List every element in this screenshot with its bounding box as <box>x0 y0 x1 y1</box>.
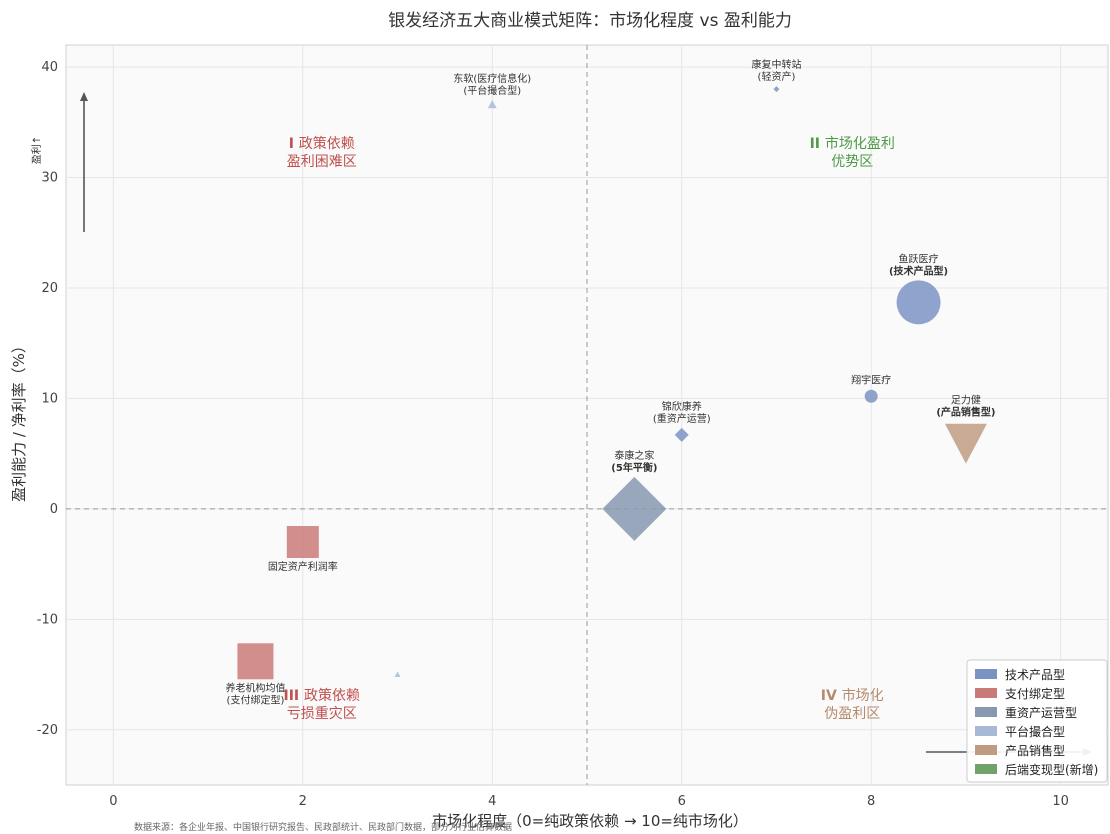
legend-entry: 重资产运营型 <box>1005 706 1077 720</box>
data-label: 固定资产利润率 <box>268 560 338 573</box>
data-label: 康复中转站 <box>751 58 801 71</box>
y-axis-label: 盈利能力 / 净利率（%） <box>10 338 28 502</box>
quadrant-title: III 政策依赖 <box>284 687 361 704</box>
data-point <box>944 423 987 464</box>
data-point <box>237 643 274 680</box>
data-label: 锦欣康养 <box>662 400 702 413</box>
data-label: (轻资产) <box>758 70 796 83</box>
data-point <box>864 389 878 403</box>
quadrant-subtitle: 伪盈利区 <box>824 706 880 722</box>
quadrant-subtitle: 盈利困难区 <box>287 154 357 170</box>
data-point <box>487 100 497 109</box>
y-tick-label: 20 <box>41 281 58 296</box>
quadrant-title: IV 市场化 <box>821 687 884 704</box>
y-tick-label: 40 <box>41 60 58 75</box>
y-arrow-label: 盈利↑ <box>31 136 43 164</box>
data-label: 足力健 <box>951 394 981 407</box>
quadrant-dividers <box>66 45 1108 785</box>
x-tick-label: 4 <box>488 794 496 809</box>
data-label: 鱼跃医疗 <box>899 252 939 265</box>
x-tick-label: 10 <box>1052 794 1069 809</box>
x-tick-label: 2 <box>299 794 307 809</box>
legend-swatch <box>975 764 997 774</box>
legend-swatch <box>975 726 997 736</box>
data-label: (重资产运营) <box>653 412 711 425</box>
quadrant-subtitle: 亏损重灾区 <box>287 705 357 722</box>
legend-box <box>966 659 1108 783</box>
legend-entry: 平台撮合型 <box>1005 724 1065 739</box>
legend-entry: 后端变现型(新增) <box>1005 762 1098 777</box>
data-point <box>896 280 941 325</box>
chart-title: 银发经济五大商业模式矩阵：市场化程度 vs 盈利能力 <box>388 11 792 31</box>
legend-swatch <box>975 707 997 717</box>
data-label: (产品销售型) <box>936 406 995 419</box>
legend-swatch <box>975 669 997 679</box>
x-axis-label: 市场化程度（0=纯政策依赖 → 10=纯市场化） <box>432 812 748 830</box>
legend-entry: 支付绑定型 <box>1005 686 1065 701</box>
quadrant-subtitle: 优势区 <box>831 154 873 170</box>
y-arrow-head <box>80 92 88 101</box>
y-tick-label: 10 <box>41 391 58 406</box>
data-label: 泰康之家 <box>614 449 654 462</box>
y-tick-label: 0 <box>50 502 58 517</box>
x-tick-label: 6 <box>678 794 686 809</box>
legend-swatch <box>975 688 997 698</box>
legend-entry: 技术产品型 <box>1005 668 1065 682</box>
data-label: (支付绑定型) <box>227 693 285 706</box>
quadrant-title: I 政策依赖 <box>289 135 355 152</box>
y-tick-label: -10 <box>37 612 58 627</box>
source-note: 数据来源：各企业年报、中国银行研究报告、民政部统计、民政部门数据，部分为行业估算… <box>134 821 512 833</box>
x-tick-label: 0 <box>109 794 117 809</box>
y-tick-label: 30 <box>41 171 58 186</box>
data-label: 东软(医疗信息化) <box>453 72 531 85</box>
data-point <box>674 427 689 442</box>
y-tick-label: -20 <box>37 723 58 738</box>
quadrant-title: II 市场化盈利 <box>810 135 895 152</box>
data-point <box>394 671 401 677</box>
axis-ticks: 0 2 4 6 8 10 -20 -10 0 10 20 30 40 <box>37 60 1069 809</box>
data-label: 养老机构均值 <box>225 681 285 694</box>
data-point <box>773 86 780 93</box>
data-label: (平台撮合型) <box>463 84 521 97</box>
legend-swatch <box>975 745 997 755</box>
legend-entry: 产品销售型 <box>1005 743 1065 758</box>
data-point <box>286 526 319 559</box>
data-label: (5年平衡) <box>611 461 657 474</box>
data-label: (技术产品型) <box>889 264 948 277</box>
data-point <box>602 476 667 541</box>
data-points: 东软(医疗信息化)(平台撮合型) 康复中转站(轻资产) 鱼跃医疗(技术产品型) 翔宇医… <box>225 58 995 706</box>
x-tick-label: 8 <box>867 794 875 809</box>
data-label: 翔宇医疗 <box>851 374 891 387</box>
